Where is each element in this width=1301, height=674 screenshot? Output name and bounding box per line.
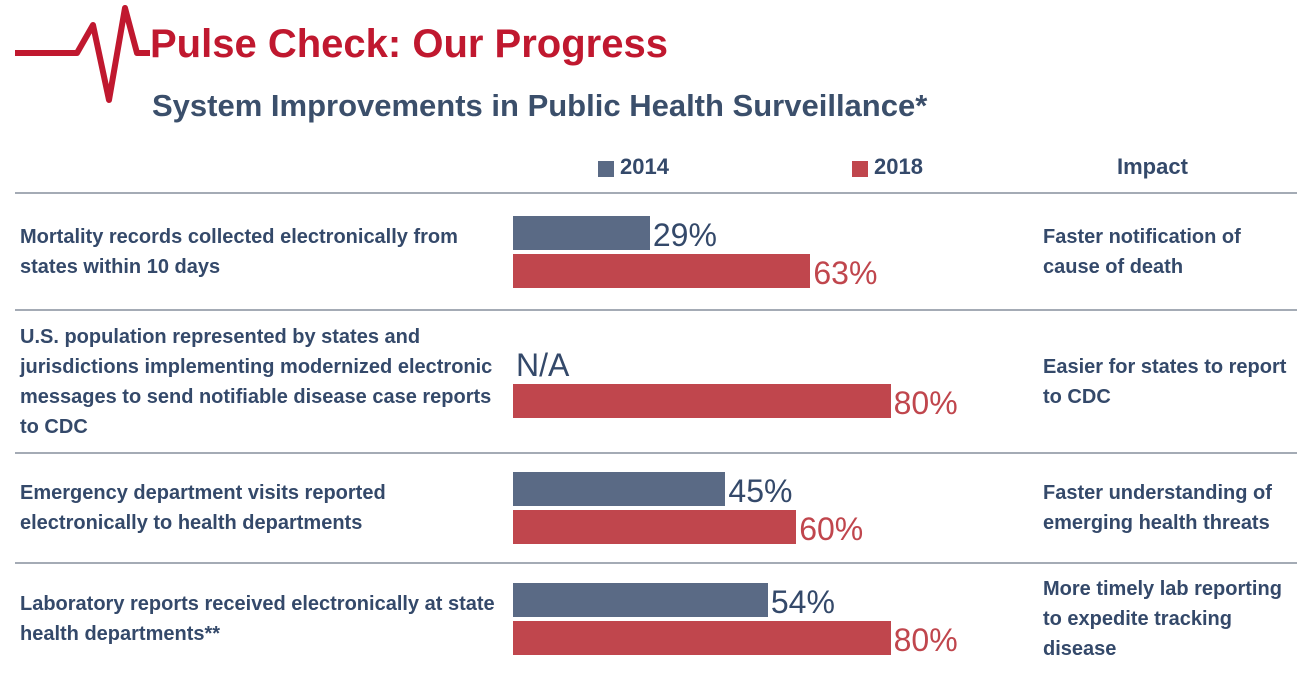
chart-title: Pulse Check: Our Progress (150, 22, 668, 66)
value-label: 54% (770, 583, 835, 620)
bar (513, 510, 797, 544)
legend-swatch (852, 161, 868, 177)
value-label: 63% (813, 254, 878, 291)
legend-swatch (598, 161, 614, 177)
value-label: N/A (516, 346, 570, 383)
bar (513, 620, 891, 655)
bar (513, 472, 726, 506)
value-label: 80% (893, 384, 958, 421)
row-label: U.S. population represented by states an… (20, 325, 493, 438)
legend-label: 2014 (620, 154, 669, 179)
bar (513, 253, 811, 288)
legend-label: 2018 (874, 154, 923, 179)
value-label: 60% (799, 511, 864, 547)
bar (513, 215, 650, 250)
impact-text: Easier for states to report to CDC (1043, 355, 1287, 408)
row-label: Laboratory reports received electronical… (20, 592, 495, 645)
bar (513, 383, 891, 418)
pulse-icon (15, 5, 150, 103)
chart-subtitle: System Improvements in Public Health Sur… (152, 88, 928, 123)
row-label: Mortality records collected electronical… (20, 225, 458, 278)
row-label: Emergency department visits reported ele… (20, 482, 386, 534)
divider (15, 192, 1297, 194)
value-label: 29% (652, 216, 717, 253)
divider (15, 452, 1297, 454)
impact-text: More timely lab reporting to expedite tr… (1043, 577, 1282, 660)
value-label: 45% (728, 473, 793, 509)
divider (15, 562, 1297, 564)
impact-text: Faster understanding of emerging health … (1043, 482, 1272, 534)
divider (15, 309, 1297, 311)
bar (513, 582, 768, 617)
impact-header: Impact (1117, 154, 1188, 179)
impact-text: Faster notification of cause of death (1043, 225, 1241, 278)
value-label: 80% (893, 621, 958, 658)
